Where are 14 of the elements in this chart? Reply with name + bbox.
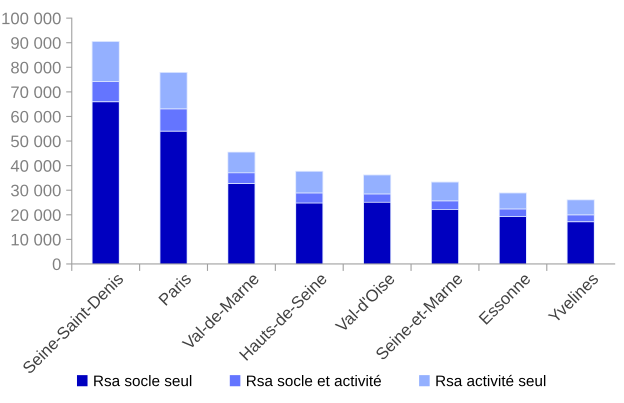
legend-label: Rsa socle et activité xyxy=(247,374,381,386)
y-tick-label: 70 000 xyxy=(11,86,61,98)
y-tick-label: 60 000 xyxy=(11,110,61,123)
y-tick-label: 20 000 xyxy=(11,209,61,221)
y-tick-label: 40 000 xyxy=(10,160,61,172)
y-tick-label: 0 xyxy=(52,258,61,270)
y-tick-label: 90 000 xyxy=(11,37,61,49)
y-tick-label: 30 000 xyxy=(11,184,61,196)
y-tick-label: 10 000 xyxy=(12,234,61,246)
legend-label: Rsa activité seul xyxy=(436,374,546,386)
y-tick-label: 100 000 xyxy=(2,12,61,24)
y-tick-label: 50 000 xyxy=(11,135,61,148)
y-tick-label: 80 000 xyxy=(11,62,61,74)
legend-label: Rsa socle seul xyxy=(94,375,192,386)
